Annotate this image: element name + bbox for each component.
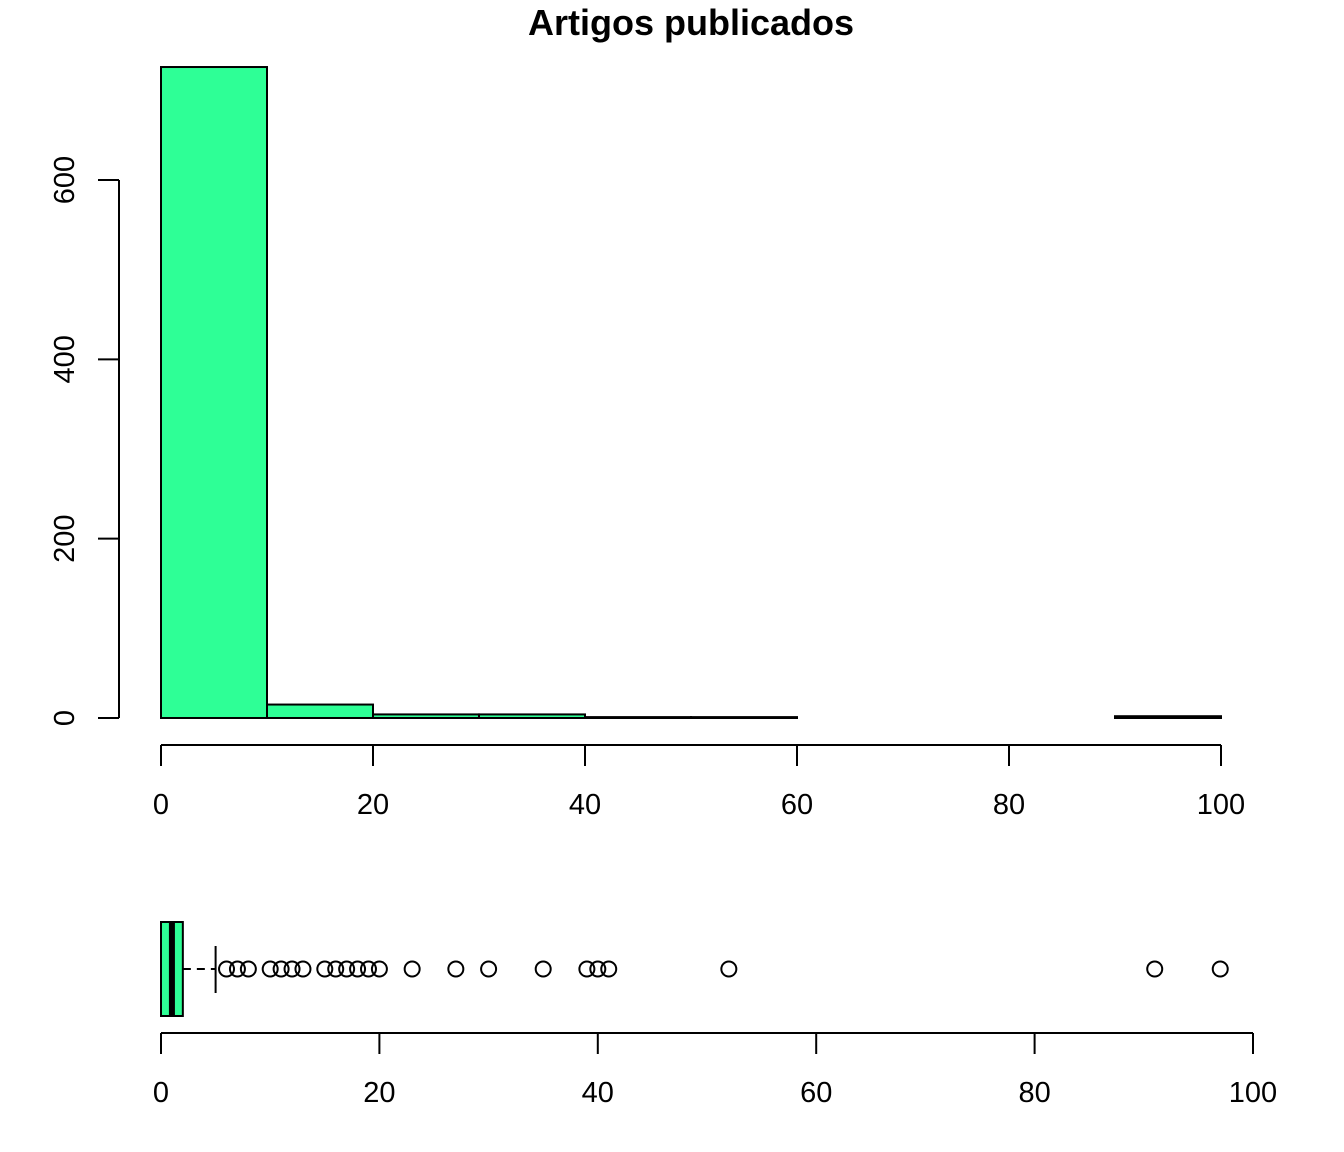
x-tick-label: 20 xyxy=(363,1077,395,1109)
outlier-point xyxy=(480,960,498,978)
x-tick-label: 40 xyxy=(582,1077,614,1109)
outlier-point xyxy=(447,960,465,978)
outlier-point xyxy=(239,960,257,978)
outlier-point xyxy=(349,960,367,978)
histogram-bar xyxy=(1114,715,1222,719)
histogram-x-axis: 0 20 40 60 80 100 xyxy=(153,744,1245,821)
outlier-point xyxy=(228,960,246,978)
outlier-point xyxy=(261,960,279,978)
x-tick-label: 60 xyxy=(781,789,813,821)
histogram-y-axis: 0 200 400 600 xyxy=(49,156,120,726)
x-tick-label: 100 xyxy=(1229,1077,1277,1109)
x-tick-label: 0 xyxy=(153,789,169,821)
outlier-point xyxy=(272,960,290,978)
outlier-point xyxy=(283,960,301,978)
outlier-point xyxy=(218,960,236,978)
x-tick-label: 60 xyxy=(800,1077,832,1109)
histogram-bar xyxy=(160,66,268,719)
outlier-point xyxy=(359,960,377,978)
y-tick-label: 200 xyxy=(49,514,81,562)
outlier-point xyxy=(327,960,345,978)
y-tick-label: 600 xyxy=(49,156,81,204)
x-tick-label: 0 xyxy=(153,1077,169,1109)
outlier-point xyxy=(534,960,552,978)
boxplot xyxy=(160,921,1229,1017)
outlier-point xyxy=(589,960,607,978)
histogram-bars xyxy=(160,66,1222,719)
outlier-point xyxy=(578,960,596,978)
x-tick-label: 80 xyxy=(1018,1077,1050,1109)
histogram-bar xyxy=(584,716,692,719)
histogram-bar xyxy=(266,703,374,719)
y-tick-label: 0 xyxy=(49,710,81,726)
outlier-point xyxy=(1146,960,1164,978)
x-tick-label: 20 xyxy=(357,789,389,821)
outlier-point xyxy=(316,960,334,978)
y-tick-label: 400 xyxy=(49,335,81,383)
boxplot-x-axis: 0 20 40 60 80 100 xyxy=(153,1032,1277,1109)
x-tick-label: 40 xyxy=(569,789,601,821)
x-tick-label: 80 xyxy=(993,789,1025,821)
outlier-point xyxy=(403,960,421,978)
x-tick-label: 100 xyxy=(1197,789,1245,821)
outlier-point xyxy=(600,960,618,978)
outlier-point xyxy=(294,960,312,978)
histogram-bar xyxy=(372,713,480,719)
outlier-point xyxy=(370,960,388,978)
chart-title: Artigos publicados xyxy=(528,2,854,43)
histogram-bar xyxy=(478,713,586,719)
outlier-point xyxy=(1211,960,1229,978)
outlier-point xyxy=(338,960,356,978)
outlier-point xyxy=(720,960,738,978)
histogram-bar xyxy=(690,716,798,719)
